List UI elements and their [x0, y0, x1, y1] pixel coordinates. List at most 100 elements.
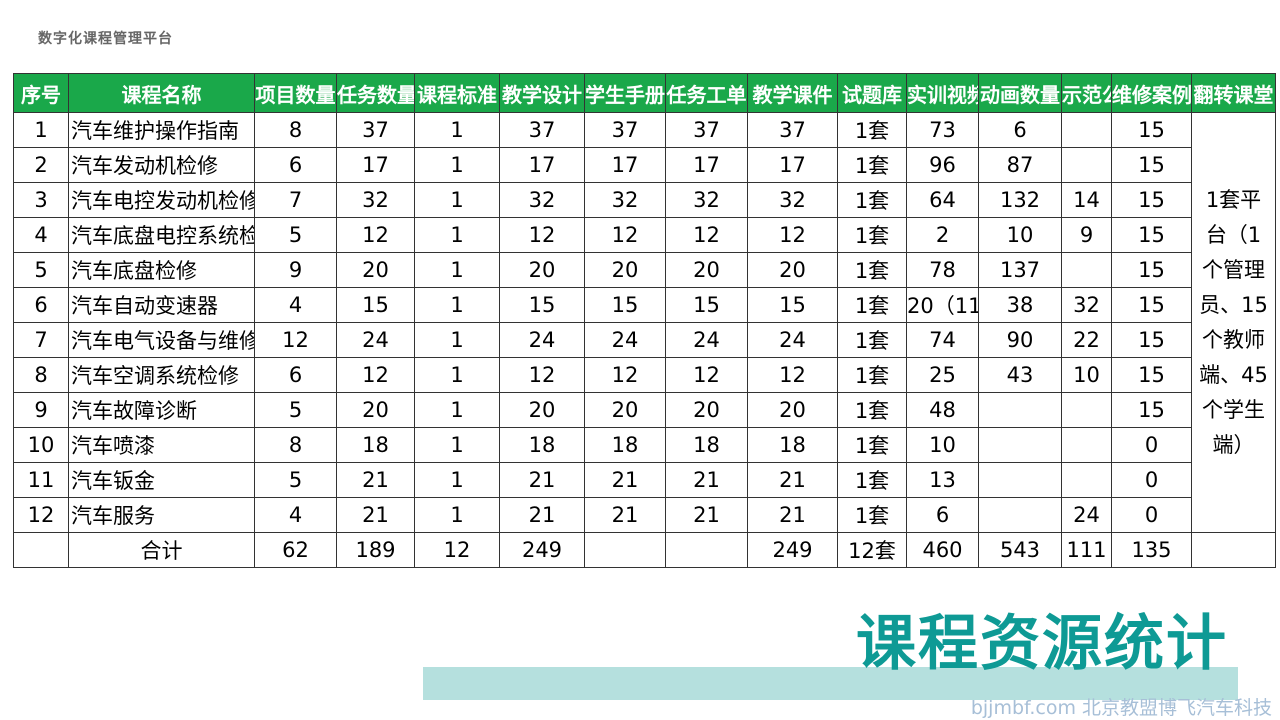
cell: 96 — [906, 147, 979, 183]
cell: 32 — [665, 182, 748, 218]
cell: 137 — [978, 252, 1062, 288]
table-row: 12 汽车服务 4 21 1 21 21 21 21 1套 6 24 0 — [13, 497, 1276, 533]
column-header: 维修案例 — [1111, 73, 1192, 113]
cell: 9 — [13, 392, 69, 428]
cell: 2 — [13, 147, 69, 183]
cell: 21 — [665, 497, 748, 533]
column-header: 翻转课堂 — [1191, 73, 1276, 113]
cell: 20 — [747, 392, 838, 428]
column-header: 实训视频 — [906, 73, 979, 113]
course-name: 汽车底盘电控系统检修 — [68, 217, 255, 253]
course-name: 汽车故障诊断 — [68, 392, 255, 428]
cell: 15 — [499, 287, 585, 323]
cell: 17 — [747, 147, 838, 183]
column-header: 课程名称 — [68, 73, 255, 113]
cell — [1061, 147, 1112, 183]
cell: 1套 — [837, 112, 907, 148]
column-header: 任务数量 — [336, 73, 415, 113]
cell: 1套 — [837, 217, 907, 253]
cell: 37 — [499, 112, 585, 148]
column-header: 课程标准 — [414, 73, 500, 113]
cell: 10 — [906, 427, 979, 463]
platform-title: 数字化课程管理平台 — [38, 31, 173, 47]
cell: 20 — [336, 252, 415, 288]
cell: 0 — [1111, 462, 1192, 498]
course-name: 汽车自动变速器 — [68, 287, 255, 323]
cell: 25 — [906, 357, 979, 393]
cell: 11 — [13, 462, 69, 498]
total-cell: 12 — [414, 532, 500, 568]
cell: 1套 — [837, 147, 907, 183]
cell: 7 — [13, 322, 69, 358]
cell: 18 — [665, 427, 748, 463]
total-cell: 460 — [906, 532, 979, 568]
cell: 15 — [1111, 287, 1192, 323]
column-header: 动画数量 — [978, 73, 1062, 113]
cell: 6 — [13, 287, 69, 323]
course-name: 汽车电气设备与维修 — [68, 322, 255, 358]
cell: 1 — [414, 322, 500, 358]
header-row: 序号 课程名称 项目数量 任务数量 课程标准 教学设计 学生手册 任务工单 教学课件 试题库 实训视… — [13, 73, 1276, 113]
course-name: 汽车钣金 — [68, 462, 255, 498]
cell: 10 — [1061, 357, 1112, 393]
cell — [978, 427, 1062, 463]
cell: 1套 — [837, 322, 907, 358]
total-cell: 189 — [336, 532, 415, 568]
cell: 15 — [1111, 147, 1192, 183]
cell: 12 — [584, 217, 666, 253]
cell: 24 — [1061, 497, 1112, 533]
cell: 15 — [336, 287, 415, 323]
cell: 0 — [1111, 497, 1192, 533]
cell: 21 — [499, 497, 585, 533]
cell: 43 — [978, 357, 1062, 393]
course-name: 汽车服务 — [68, 497, 255, 533]
total-cell — [584, 532, 666, 568]
table-row: 3 汽车电控发动机检修 7 32 1 32 32 32 32 1套 64 132 14 15 — [13, 182, 1276, 218]
course-name: 汽车喷漆 — [68, 427, 255, 463]
cell: 5 — [254, 462, 337, 498]
table-row: 10 汽车喷漆 8 18 1 18 18 18 18 1套 10 0 — [13, 427, 1276, 463]
cell: 4 — [13, 217, 69, 253]
cell: 1 — [414, 182, 500, 218]
column-header: 项目数量 — [254, 73, 337, 113]
cell: 15 — [665, 287, 748, 323]
cell: 1 — [414, 392, 500, 428]
cell: 15 — [584, 287, 666, 323]
total-cell: 111 — [1061, 532, 1112, 568]
cell: 12 — [747, 217, 838, 253]
total-cell: 62 — [254, 532, 337, 568]
cell — [1061, 112, 1112, 148]
cell — [978, 392, 1062, 428]
total-cell — [1191, 532, 1276, 568]
cell: 1 — [414, 497, 500, 533]
cell: 38 — [978, 287, 1062, 323]
merged-note: 1套平台（1个管理员、15个教师端、45个学生端） — [1191, 112, 1276, 533]
cell: 21 — [584, 497, 666, 533]
cell: 8 — [13, 357, 69, 393]
table-row: 11 汽车钣金 5 21 1 21 21 21 21 1套 13 0 — [13, 462, 1276, 498]
cell: 6 — [906, 497, 979, 533]
cell: 32 — [1061, 287, 1112, 323]
cell: 10 — [978, 217, 1062, 253]
total-cell: 12套 — [837, 532, 907, 568]
cell: 24 — [665, 322, 748, 358]
cell: 1套 — [837, 497, 907, 533]
cell: 15 — [1111, 252, 1192, 288]
cell: 17 — [336, 147, 415, 183]
cell: 1套 — [837, 392, 907, 428]
cell: 20（11） — [906, 287, 979, 323]
cell: 13 — [906, 462, 979, 498]
cell: 12 — [336, 217, 415, 253]
cell: 12 — [254, 322, 337, 358]
cell: 20 — [584, 252, 666, 288]
cell: 21 — [747, 462, 838, 498]
cell: 1套 — [837, 182, 907, 218]
cell: 18 — [499, 427, 585, 463]
cell: 12 — [499, 217, 585, 253]
cell: 17 — [665, 147, 748, 183]
cell: 5 — [13, 252, 69, 288]
cell — [1061, 252, 1112, 288]
cell: 37 — [336, 112, 415, 148]
cell: 74 — [906, 322, 979, 358]
table-row: 8 汽车空调系统检修 6 12 1 12 12 12 12 1套 25 43 10 15 — [13, 357, 1276, 393]
